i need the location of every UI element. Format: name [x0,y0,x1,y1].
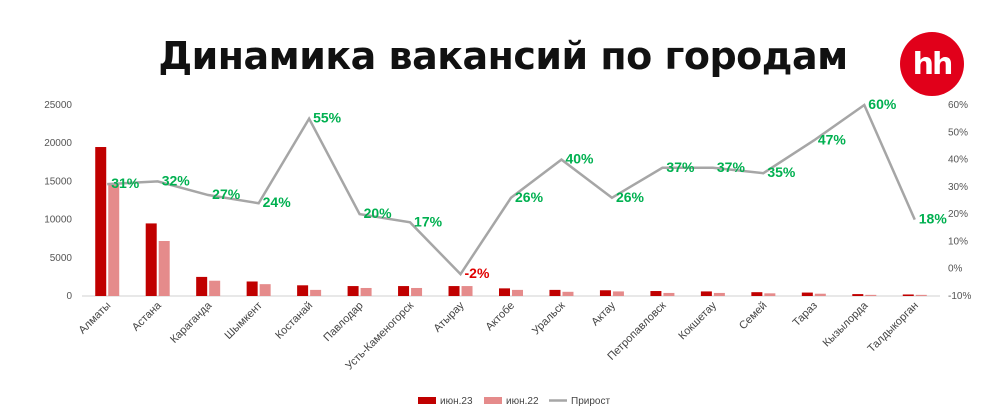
legend-swatch [418,397,436,404]
category-label: Шымкент [223,300,265,342]
bar-jun22 [612,291,624,296]
growth-data-label: 47% [818,131,847,147]
right-tick-label: 30% [948,182,968,193]
growth-data-label: 17% [414,213,443,229]
category-label: Семей [737,300,769,332]
right-tick-label: 60% [948,100,968,111]
category-label: Кокшетау [676,299,719,342]
growth-data-label: 35% [767,164,796,180]
growth-data-label: 60% [868,96,897,112]
left-tick-label: 20000 [44,138,72,149]
right-tick-label: 10% [948,236,968,247]
chart-title: Динамика вакансий по городам [158,34,848,78]
bar-jun23 [852,294,864,296]
right-tick-label: 40% [948,155,968,166]
bar-jun22 [562,291,574,296]
growth-labels: 31% 32% 27% 24% 55% 20% 17% -2% 26% 40% 26% 37% 37% 3… [111,96,947,281]
bar-jun23 [549,289,561,296]
growth-data-label: 18% [919,211,948,227]
bar-jun23 [700,291,712,296]
legend-swatch [484,397,502,404]
hh-logo: hh [900,32,964,96]
bar-jun23 [347,286,359,296]
bar-jun23 [145,223,157,296]
category-label: Костанай [273,300,315,342]
bar-jun23 [499,288,510,296]
legend-label: июн.22 [506,396,539,407]
growth-data-label: 37% [717,159,746,175]
category-label: Тараз [791,300,820,329]
legend-label: Прирост [571,396,610,407]
bar-jun23 [196,276,208,296]
growth-data-label: 31% [111,175,140,191]
right-tick-label: 50% [948,127,968,138]
bar-jun23 [398,286,410,296]
bar-jun22 [310,289,322,296]
bar-jun22 [158,240,170,296]
right-tick-label: 20% [948,209,968,220]
right-axis-ticks: -10% 0% 10% 20% 30% 40% 50% 60% [948,100,971,302]
left-tick-label: 15000 [44,176,72,187]
bar-jun22 [108,182,120,296]
bar-jun23 [599,290,611,296]
growth-data-label: -2% [465,265,490,281]
category-label: Атырау [432,299,467,334]
left-tick-label: 25000 [44,100,72,111]
growth-data-label: 24% [263,194,292,210]
category-label: Алматы [76,300,113,337]
bar-jun23 [650,291,662,296]
bar-jun23 [902,294,914,296]
category-label: Актобе [483,300,517,334]
growth-data-label: 26% [515,189,544,205]
growth-data-label: 37% [666,159,695,175]
bar-jun22 [411,287,423,296]
right-tick-label: 0% [948,264,963,275]
left-tick-label: 5000 [50,253,73,264]
bar-jun22 [663,292,675,296]
bar-jun22 [512,289,523,296]
left-axis-ticks: 0 5000 10000 15000 20000 25000 [44,100,72,302]
growth-data-label: 20% [364,205,393,221]
category-labels: Алматы Астана Караганда Шымкент Костанай Павл… [76,299,920,372]
growth-line [107,103,916,277]
category-label: Павлодар [321,300,365,344]
category-label: Караганда [168,299,215,346]
growth-data-label: 27% [212,186,241,202]
bar-jun23 [801,292,813,296]
growth-data-label: 40% [565,151,594,167]
right-tick-label: -10% [948,291,971,302]
category-label: Астана [130,299,165,334]
bar-jun22 [814,293,826,296]
bar-jun23 [297,285,309,296]
bar-jun22 [209,280,221,296]
category-label: Актау [589,299,618,328]
growth-data-label: 26% [616,189,645,205]
category-label: Талдыкорган [866,300,921,355]
bar-jun22 [259,284,271,296]
bar-jun22 [713,292,725,296]
bar-jun22 [461,286,473,296]
bar-jun22 [865,294,877,296]
bars [95,147,927,296]
bar-jun22 [915,294,927,296]
left-tick-label: 10000 [44,215,72,226]
bar-jun23 [246,281,258,296]
bar-jun23 [95,147,107,296]
bar-jun22 [764,293,776,296]
bar-jun22 [360,287,372,296]
growth-data-label: 55% [313,110,342,126]
left-tick-label: 0 [66,291,72,302]
bar-jun23 [448,286,460,296]
legend: июн.23 июн.22 Прирост [418,396,610,407]
bar-jun23 [751,292,763,296]
category-label: Уральск [530,300,568,338]
growth-data-label: 32% [162,172,191,188]
category-label: Кызылорда [821,299,871,349]
legend-label: июн.23 [440,396,473,407]
